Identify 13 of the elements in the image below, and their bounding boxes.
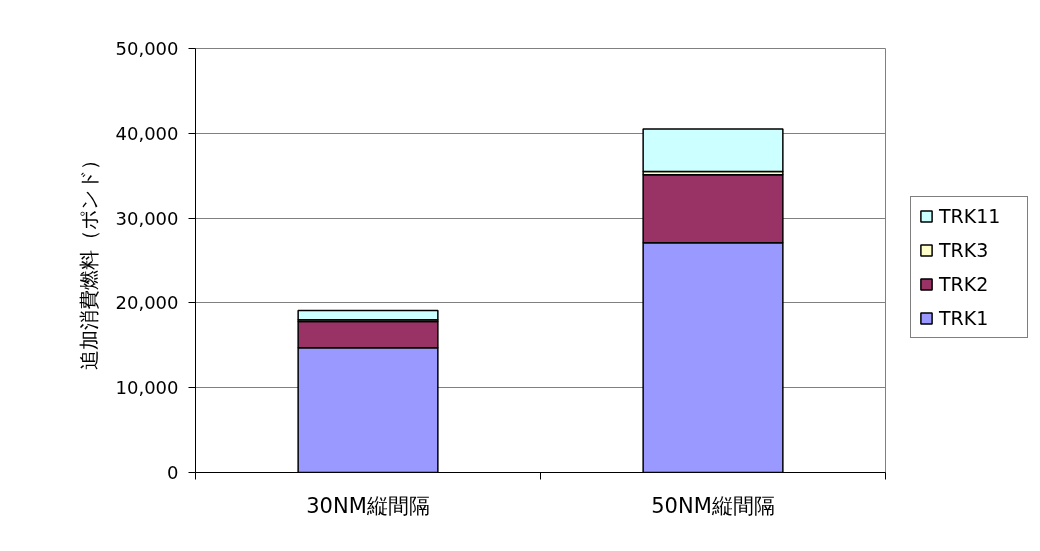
legend-label: TRK1	[939, 307, 990, 329]
y-axis-title: 追加消費燃料（ポンド）	[76, 150, 101, 371]
legend-label: TRK3	[939, 239, 990, 261]
y-tick-label: 0	[167, 462, 179, 483]
y-tick-label: 50,000	[115, 38, 179, 59]
y-tick-label: 10,000	[115, 377, 179, 399]
y-tick-label: 30,000	[115, 207, 179, 229]
legend-label: TRK2	[939, 273, 990, 295]
x-tick-label: 30NM縦間隔	[306, 493, 430, 518]
legend-label: TRK11	[939, 205, 1002, 227]
y-tick-label: 20,000	[115, 292, 179, 314]
y-tick-label: 40,000	[115, 122, 179, 144]
x-tick-label: 50NM縦間隔	[651, 493, 775, 518]
